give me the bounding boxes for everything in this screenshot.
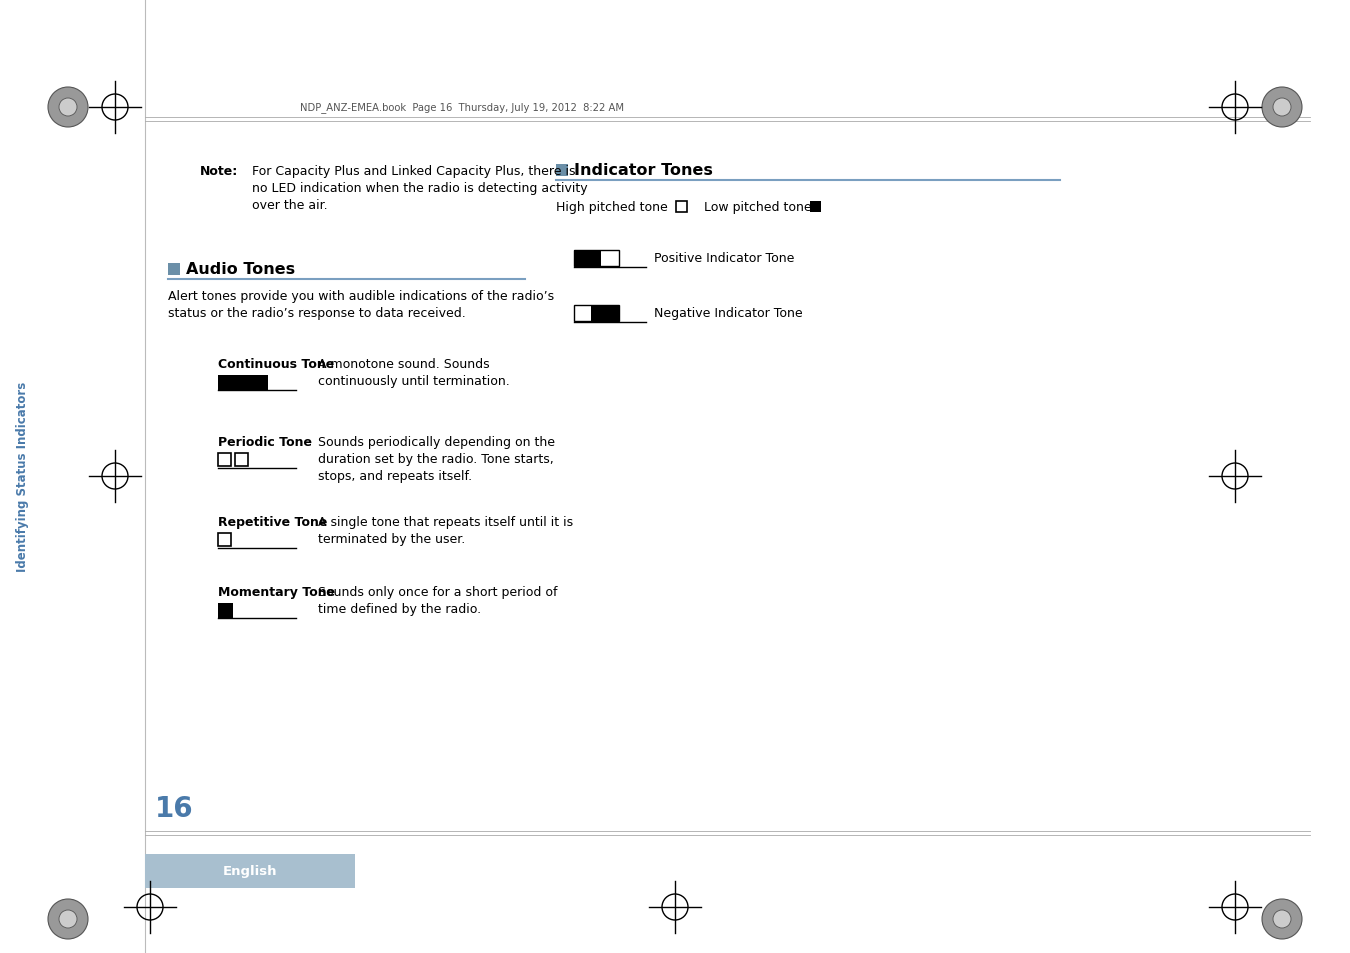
Bar [810, 202, 821, 213]
Text: A single tone that repeats itself until it is
terminated by the user.: A single tone that repeats itself until … [319, 516, 574, 545]
Circle shape [1262, 88, 1301, 128]
Bar [167, 264, 180, 275]
Bar [217, 454, 231, 467]
Text: Repetitive Tone: Repetitive Tone [217, 516, 328, 529]
Bar [217, 534, 231, 546]
Circle shape [1262, 899, 1301, 939]
Text: For Capacity Plus and Linked Capacity Plus, there is
no LED indication when the : For Capacity Plus and Linked Capacity Pl… [252, 165, 587, 212]
Bar [574, 306, 620, 322]
Text: Momentary Tone: Momentary Tone [217, 585, 335, 598]
Circle shape [1273, 99, 1291, 117]
Text: Low pitched tone: Low pitched tone [703, 201, 811, 213]
Bar [574, 306, 591, 322]
Circle shape [59, 910, 77, 928]
Text: Periodic Tone: Periodic Tone [217, 436, 312, 449]
Bar [591, 306, 620, 322]
Text: Positive Indicator Tone: Positive Indicator Tone [653, 253, 794, 265]
Text: A monotone sound. Sounds
continuously until termination.: A monotone sound. Sounds continuously un… [319, 357, 510, 388]
Bar [217, 603, 234, 618]
Text: Sounds only once for a short period of
time defined by the radio.: Sounds only once for a short period of t… [319, 585, 558, 616]
Text: Note:: Note: [200, 165, 238, 178]
Circle shape [1273, 910, 1291, 928]
Bar [574, 251, 601, 267]
Text: English: English [223, 864, 277, 878]
Text: High pitched tone: High pitched tone [556, 201, 668, 213]
Circle shape [49, 899, 88, 939]
Bar [556, 165, 568, 177]
Text: Negative Indicator Tone: Negative Indicator Tone [653, 307, 803, 320]
Text: 16: 16 [155, 794, 193, 822]
Circle shape [49, 88, 88, 128]
Bar [676, 202, 687, 213]
Text: Identifying Status Indicators: Identifying Status Indicators [15, 381, 28, 572]
Text: Continuous Tone: Continuous Tone [217, 357, 335, 371]
Text: NDP_ANZ-EMEA.book  Page 16  Thursday, July 19, 2012  8:22 AM: NDP_ANZ-EMEA.book Page 16 Thursday, July… [300, 102, 624, 113]
Circle shape [59, 99, 77, 117]
Text: Audio Tones: Audio Tones [186, 262, 296, 276]
Bar [235, 454, 248, 467]
Text: Alert tones provide you with audible indications of the radio’s
status or the ra: Alert tones provide you with audible ind… [167, 290, 554, 319]
Bar [601, 251, 620, 267]
Text: Indicator Tones: Indicator Tones [574, 163, 713, 178]
Bar [574, 251, 620, 267]
Bar [217, 375, 269, 391]
Bar [144, 854, 355, 888]
Text: Sounds periodically depending on the
duration set by the radio. Tone starts,
sto: Sounds periodically depending on the dur… [319, 436, 555, 482]
